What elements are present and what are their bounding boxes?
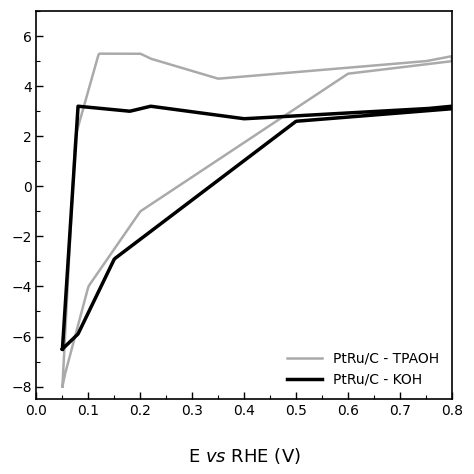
PtRu/C - TPAOH: [345, 71, 350, 77]
Line: PtRu/C - KOH: PtRu/C - KOH: [63, 106, 452, 349]
PtRu/C - TPAOH: [166, 61, 172, 67]
Text: E $\it{vs}$ RHE (V): E $\it{vs}$ RHE (V): [188, 446, 301, 465]
PtRu/C - KOH: [65, 340, 71, 346]
PtRu/C - KOH: [265, 115, 271, 120]
PtRu/C - TPAOH: [175, 64, 181, 70]
PtRu/C - TPAOH: [60, 384, 65, 390]
PtRu/C - TPAOH: [266, 72, 272, 77]
PtRu/C - KOH: [60, 346, 65, 352]
PtRu/C - KOH: [174, 107, 180, 112]
PtRu/C - TPAOH: [65, 359, 71, 365]
PtRu/C - KOH: [449, 103, 455, 109]
PtRu/C - KOH: [415, 106, 420, 112]
PtRu/C - KOH: [345, 114, 350, 120]
PtRu/C - KOH: [165, 106, 171, 111]
PtRu/C - TPAOH: [97, 51, 102, 56]
PtRu/C - TPAOH: [60, 384, 65, 390]
PtRu/C - KOH: [60, 346, 65, 352]
Legend: PtRu/C - TPAOH, PtRu/C - KOH: PtRu/C - TPAOH, PtRu/C - KOH: [282, 346, 445, 392]
PtRu/C - TPAOH: [416, 59, 421, 64]
Line: PtRu/C - TPAOH: PtRu/C - TPAOH: [63, 54, 452, 387]
